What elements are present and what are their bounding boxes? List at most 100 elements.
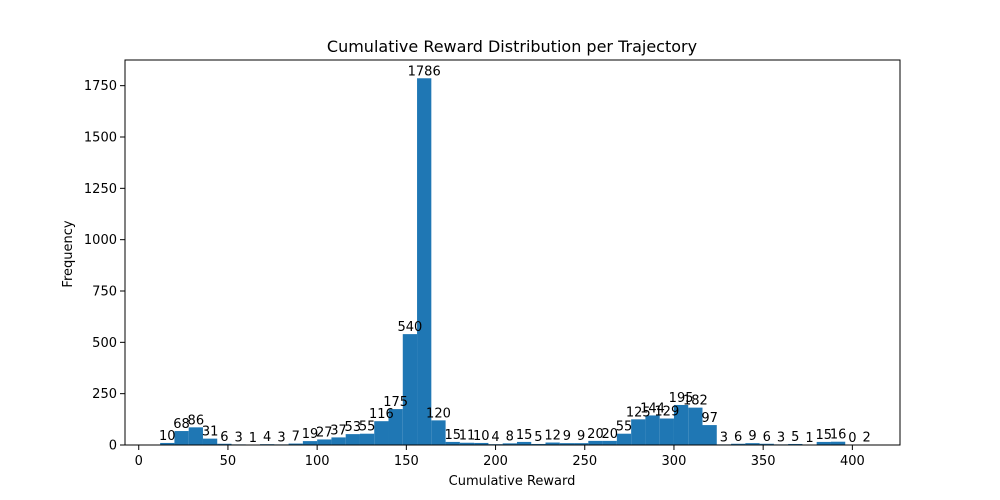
bar: [459, 442, 475, 445]
x-tick-label: 50: [220, 454, 237, 469]
bar: [160, 442, 175, 445]
bar: [388, 409, 403, 445]
x-tick-label: 400: [840, 454, 865, 469]
bar: [188, 427, 203, 445]
x-tick-label: 250: [572, 454, 597, 469]
bar-value-label: 10: [159, 429, 176, 444]
bar: [345, 434, 360, 445]
y-tick-label: 1000: [84, 233, 117, 248]
bar: [702, 425, 717, 445]
y-tick-label: 1750: [84, 79, 117, 94]
chart-title: Cumulative Reward Distribution per Traje…: [327, 37, 697, 56]
bar-value-label: 3: [720, 430, 728, 445]
y-axis-label: Frequency: [61, 220, 76, 287]
bar: [431, 420, 446, 445]
bar: [759, 443, 774, 445]
bar-value-label: 97: [701, 411, 718, 426]
bar-value-label: 15: [816, 428, 833, 443]
y-tick-label: 500: [92, 336, 117, 351]
bars-group: [160, 78, 874, 446]
bar: [374, 421, 389, 445]
bar: [516, 441, 532, 445]
bar: [830, 441, 846, 445]
bar-value-label: 9: [748, 429, 756, 444]
bar: [559, 443, 575, 445]
bar-value-label: 10: [473, 429, 490, 444]
bar-value-label: 4: [263, 430, 271, 445]
bar-value-label: 1: [249, 431, 257, 446]
bar: [602, 440, 617, 445]
bar: [731, 443, 746, 445]
y-axis: 0 250 500 750 1000 1250 1500 1750: [84, 79, 125, 454]
bar-value-label: 15: [444, 428, 461, 443]
bar-value-label: 55: [359, 420, 376, 435]
bar: [474, 442, 489, 445]
bar: [645, 415, 660, 445]
bar-value-label: 182: [683, 394, 708, 409]
bar-value-label: 129: [654, 405, 679, 420]
x-tick-label: 200: [483, 454, 508, 469]
bar-value-label: 0: [848, 431, 856, 446]
bar: [417, 78, 432, 446]
y-tick-label: 0: [109, 439, 117, 454]
bar: [302, 441, 318, 445]
bar-value-label: 6: [763, 430, 771, 445]
bar-value-label: 144: [640, 401, 665, 416]
bar-value-label: 2: [862, 431, 870, 446]
bar: [788, 443, 803, 445]
bar: [574, 443, 589, 445]
bar-value-label: 15: [516, 428, 533, 443]
x-tick-label: 0: [135, 454, 143, 469]
bar-value-label: 5: [534, 430, 542, 445]
bar: [588, 440, 603, 445]
bar-value-label: 37: [330, 423, 347, 438]
bar-value-label: 3: [235, 430, 243, 445]
bar: [545, 442, 560, 445]
bar-value-label: 175: [383, 395, 408, 410]
x-tick-label: 300: [662, 454, 687, 469]
bar: [631, 419, 646, 445]
bar-value-label: 11: [459, 429, 476, 444]
bar-value-label: 8: [506, 429, 514, 444]
bar: [531, 443, 546, 445]
y-tick-label: 1500: [84, 131, 117, 146]
bar-value-label: 53: [345, 420, 362, 435]
x-axis: 0 50 100 150 200 250 300 350 400: [135, 445, 865, 469]
bar: [317, 439, 332, 445]
bar: [816, 441, 831, 445]
bar-value-label: 31: [202, 425, 219, 440]
bar: [659, 418, 674, 445]
y-tick-label: 1250: [84, 182, 117, 197]
bar-value-label: 6: [220, 430, 228, 445]
bar-value-label: 1: [805, 431, 813, 446]
bar: [217, 443, 232, 445]
bar: [359, 433, 375, 445]
x-tick-label: 100: [305, 454, 330, 469]
bar-value-label: 20: [587, 427, 604, 442]
y-tick-label: 250: [92, 387, 117, 402]
bar: [745, 443, 760, 445]
bar-value-label: 120: [426, 406, 451, 421]
bar-value-label: 12: [544, 429, 561, 444]
bar-value-label: 3: [777, 430, 785, 445]
x-tick-label: 350: [751, 454, 776, 469]
bar: [502, 443, 517, 445]
bar: [673, 404, 689, 445]
bar: [174, 431, 189, 445]
bar-value-label: 195: [669, 391, 694, 406]
bar-value-label: 5: [791, 430, 799, 445]
bar-value-label: 1786: [408, 64, 441, 79]
bar-value-label: 20: [601, 427, 618, 442]
bar-value-label: 116: [369, 407, 394, 422]
x-tick-label: 150: [394, 454, 419, 469]
bar-value-label: 27: [316, 425, 333, 440]
bar-value-label: 55: [616, 420, 633, 435]
bar-value-label: 16: [830, 428, 847, 443]
bar: [445, 441, 460, 445]
bar-value-label: 19: [302, 427, 319, 442]
bar: [688, 407, 703, 445]
bar: [288, 443, 303, 445]
bar-value-label: 86: [188, 413, 205, 428]
